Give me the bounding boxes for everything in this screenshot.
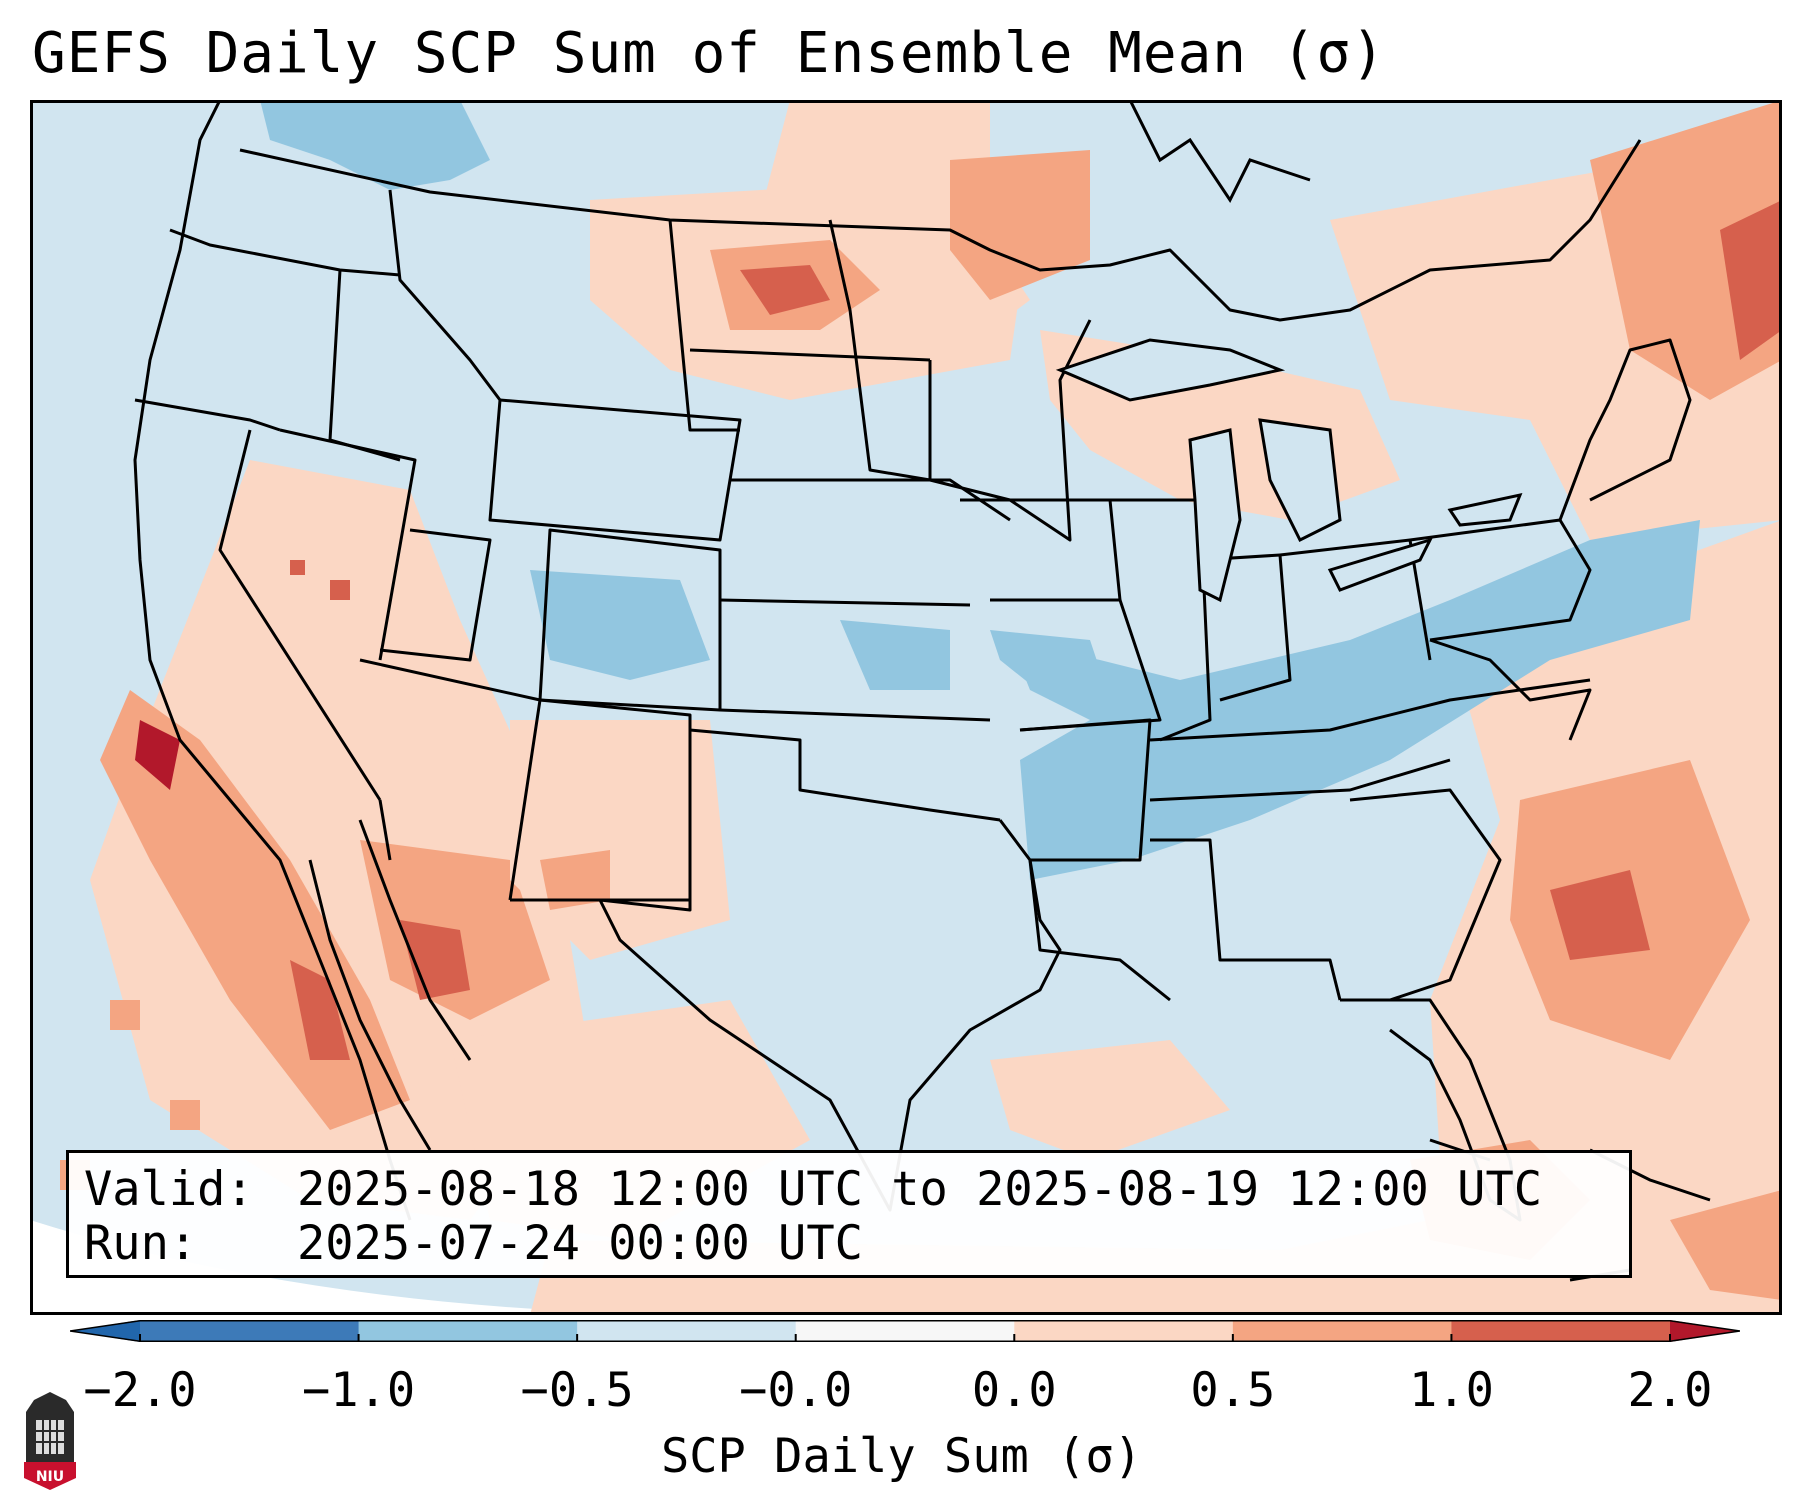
- anomaly-socal-peak: [135, 720, 180, 790]
- map-frame: [30, 100, 1782, 1315]
- anomaly-gulf-california: [290, 960, 350, 1060]
- run-value: 2025-07-24 00:00 UTC: [297, 1216, 863, 1271]
- gulf-of-california-east: [358, 819, 472, 1061]
- baja-california: [308, 859, 432, 1151]
- colorbar-tick-label: −2.0: [83, 1363, 197, 1418]
- pennsylvania-ny: [1409, 518, 1592, 642]
- colorbar-segment: [577, 1320, 797, 1342]
- projection-edge-left: [30, 1220, 730, 1315]
- run-row: Run: 2025-07-24 00:00 UTC: [84, 1217, 1629, 1271]
- anomaly-nevada-dots: [290, 560, 350, 600]
- illinois-indiana: [1110, 498, 1212, 742]
- pacific-coast: [133, 100, 412, 1221]
- great-lakes: [1055, 338, 1523, 603]
- colorbar-tick-label: −0.0: [739, 1363, 853, 1418]
- negative-anomaly-layer: [260, 100, 1700, 880]
- anomaly-gulf: [990, 1040, 1230, 1160]
- anomaly-new-england-core: [1720, 200, 1782, 360]
- colorbar-segment: [1014, 1320, 1234, 1342]
- sd-ne-line: [730, 478, 1011, 522]
- validity-box: Valid: 2025-08-18 12:00 UTC to 2025-08-19…: [66, 1150, 1632, 1278]
- anomaly-manitoba: [950, 150, 1090, 300]
- lake-huron: [1258, 418, 1342, 543]
- anomaly-new-mexico-core: [540, 850, 610, 910]
- colorbar-over-extend: [1670, 1320, 1740, 1342]
- washington-oregon: [169, 228, 401, 277]
- logo-window-grid: [36, 1420, 64, 1454]
- colorbar-segment: [795, 1320, 1015, 1342]
- colorbar-under-extend: [70, 1320, 140, 1342]
- lake-superior: [1055, 338, 1286, 402]
- oregon-california: [134, 398, 281, 432]
- logo-shield: [24, 1462, 76, 1490]
- anomaly-tennessee-valley: [1010, 520, 1700, 880]
- new-york-new-england: [1558, 338, 1692, 521]
- anomaly-sonora-peak: [400, 920, 470, 1000]
- anomaly-atlantic-peak: [1550, 870, 1650, 960]
- colorbar-segment: [140, 1320, 360, 1342]
- colorbar-segment: [358, 1320, 578, 1342]
- scp-map: [30, 100, 1782, 1315]
- dakotas: [828, 219, 931, 482]
- wyoming: [488, 398, 742, 542]
- colorbar-segment: [1232, 1320, 1452, 1342]
- oklahoma-texas: [689, 728, 1001, 822]
- valid-row: Valid: 2025-08-18 12:00 UTC to 2025-08-19…: [84, 1163, 1629, 1217]
- indiana-ohio: [1199, 553, 1292, 702]
- arkansas-louisiana: [1019, 718, 1171, 1002]
- run-label: Run:: [84, 1216, 198, 1271]
- california-nevada: [218, 429, 382, 801]
- idaho-montana: [388, 189, 502, 401]
- anomaly-southwest: [90, 460, 590, 1220]
- colorbar-segment: [1451, 1320, 1671, 1342]
- nd-sd-line: [689, 348, 931, 362]
- anomaly-cuba: [1670, 1190, 1782, 1300]
- nebraska-kansas: [719, 598, 971, 607]
- lake-erie: [1327, 537, 1433, 592]
- anomaly-pacific-northwest: [260, 100, 490, 190]
- logo-text: NIU: [36, 1469, 64, 1485]
- colorbar-tick-label: 0.0: [971, 1363, 1057, 1418]
- virginia-nc: [1429, 638, 1592, 741]
- kansas-oklahoma: [719, 708, 991, 722]
- idaho-west: [328, 269, 401, 462]
- lake-ontario: [1447, 492, 1523, 527]
- anomaly-colorado: [530, 570, 710, 680]
- anomaly-dakota-peak: [740, 265, 830, 315]
- lake-michigan: [1188, 428, 1242, 603]
- valid-value: 2025-08-18 12:00 UTC to 2025-08-19 12:00…: [297, 1162, 1543, 1217]
- colorbar: [70, 1320, 1740, 1342]
- colorbar-tick-label: −0.5: [520, 1363, 634, 1418]
- nevada-utah: [279, 428, 417, 661]
- anomaly-kansas: [840, 620, 950, 690]
- hudson-quebec: [1128, 100, 1311, 203]
- chart-title: GEFS Daily SCP Sum of Ensemble Mean (σ): [32, 21, 1386, 86]
- colorbar-tick-label: 1.0: [1408, 1363, 1494, 1418]
- colorbar-tick-label: 2.0: [1627, 1363, 1713, 1418]
- georgia-carolinas: [1349, 788, 1502, 1002]
- california-arizona: [378, 799, 392, 861]
- us-canada-border: [239, 139, 1642, 322]
- colorbar-label: SCP Daily Sum (σ): [660, 1429, 1143, 1484]
- state-boundaries: [134, 139, 1692, 1222]
- colorbar-tick-label: −1.0: [301, 1363, 416, 1418]
- utah-colorado: [379, 528, 492, 662]
- niu-logo: NIU: [24, 1392, 76, 1490]
- colorbar-tick-label: 0.5: [1190, 1363, 1276, 1418]
- mississippi-alabama: [1150, 838, 1342, 1001]
- tennessee-south: [1149, 758, 1451, 802]
- montana-dakotas: [668, 219, 740, 432]
- anomaly-maine: [1590, 100, 1782, 400]
- anomaly-ozarks: [990, 630, 1110, 700]
- valid-label: Valid:: [84, 1162, 254, 1217]
